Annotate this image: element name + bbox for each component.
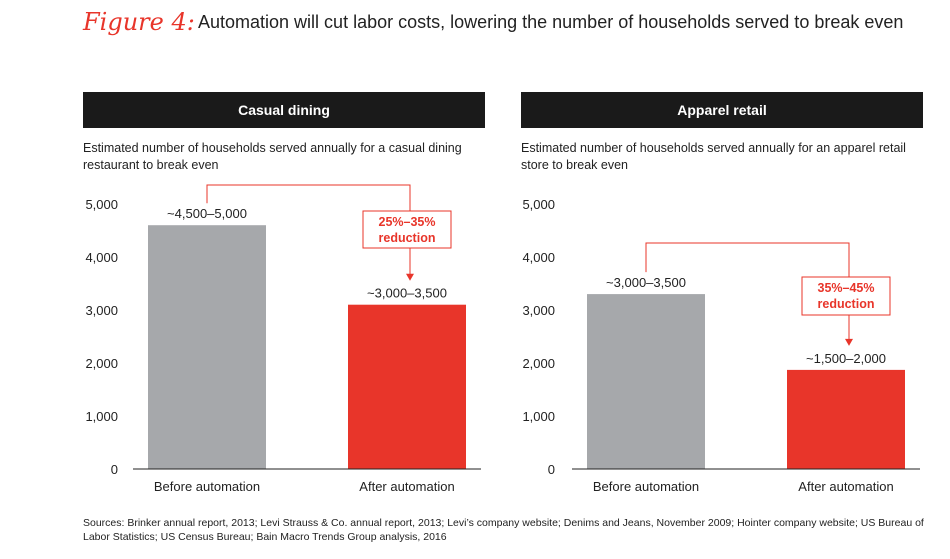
bar-data-label: ~4,500–5,000 bbox=[167, 206, 247, 221]
x-category-label: After automation bbox=[359, 479, 454, 494]
y-tick-label: 0 bbox=[111, 462, 118, 477]
reduction-connector-line bbox=[645, 242, 850, 277]
y-tick-label: 4,000 bbox=[85, 250, 118, 265]
reduction-percent-label: 25%–35% bbox=[379, 215, 436, 229]
x-category-label: Before automation bbox=[593, 479, 699, 494]
reduction-arrow-head bbox=[845, 338, 853, 346]
bar-data-label: ~3,000–3,500 bbox=[606, 275, 686, 290]
panel-header-apparel-retail: Apparel retail bbox=[521, 92, 923, 128]
sources-note: Sources: Brinker annual report, 2013; Le… bbox=[83, 517, 924, 543]
y-tick-label: 2,000 bbox=[522, 356, 555, 371]
reduction-connector-line bbox=[206, 184, 411, 211]
panel-subtitle-apparel-retail: Estimated number of households served an… bbox=[521, 141, 906, 172]
y-tick-label: 5,000 bbox=[85, 197, 118, 212]
reduction-annotation-box bbox=[362, 210, 452, 249]
y-tick-label: 3,000 bbox=[85, 303, 118, 318]
bar-before-automation bbox=[587, 294, 705, 469]
reduction-annotation-box bbox=[801, 276, 891, 316]
panel-header-casual-dining: Casual dining bbox=[83, 92, 485, 128]
bar-before-automation bbox=[148, 225, 266, 469]
panel-subtitle-casual-dining: Estimated number of households served an… bbox=[83, 141, 462, 172]
figure-title: Automation will cut labor costs, lowerin… bbox=[198, 12, 904, 32]
reduction-arrow-head bbox=[406, 273, 414, 281]
bar-after-automation bbox=[787, 369, 905, 469]
y-tick-label: 5,000 bbox=[522, 197, 555, 212]
y-tick-label: 4,000 bbox=[522, 250, 555, 265]
bar-data-label: ~3,000–3,500 bbox=[367, 286, 447, 301]
reduction-percent-label: 35%–45% bbox=[818, 281, 875, 295]
bar-after-automation bbox=[348, 304, 466, 469]
y-tick-label: 3,000 bbox=[522, 303, 555, 318]
figure-label: Figure 4: bbox=[83, 8, 195, 36]
y-tick-label: 1,000 bbox=[522, 409, 555, 424]
y-tick-label: 0 bbox=[548, 462, 555, 477]
y-tick-label: 2,000 bbox=[85, 356, 118, 371]
reduction-word-label: reduction bbox=[818, 297, 875, 311]
reduction-word-label: reduction bbox=[379, 231, 436, 245]
x-category-label: After automation bbox=[798, 479, 893, 494]
bar-data-label: ~1,500–2,000 bbox=[806, 351, 886, 366]
y-tick-label: 1,000 bbox=[85, 409, 118, 424]
x-category-label: Before automation bbox=[154, 479, 260, 494]
